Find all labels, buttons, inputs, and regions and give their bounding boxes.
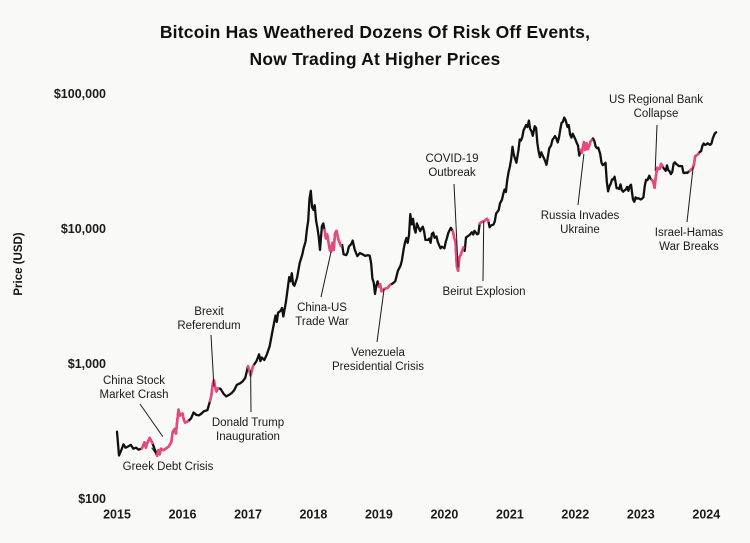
- event-highlight: [451, 230, 465, 273]
- event-label: Beirut Explosion: [442, 286, 525, 298]
- event-label: COVID-19 Outbreak: [425, 153, 478, 179]
- event-label: China Stock Market Crash: [99, 375, 168, 401]
- event-highlight: [579, 138, 593, 154]
- event-leader-line: [139, 403, 164, 437]
- x-tick-label: 2016: [169, 508, 197, 522]
- event-leader-line: [376, 288, 385, 343]
- x-tick-label: 2021: [496, 508, 524, 522]
- event-leader-line: [577, 153, 585, 206]
- event-leader-line: [654, 124, 658, 171]
- event-leader-line: [686, 166, 694, 223]
- x-tick-label: 2019: [365, 508, 393, 522]
- event-label: Donald Trump Inauguration: [212, 417, 284, 443]
- x-tick-label: 2022: [561, 508, 589, 522]
- y-tick-label: $1,000: [68, 357, 106, 371]
- event-highlight: [323, 228, 343, 253]
- event-highlight: [377, 282, 392, 293]
- event-highlight: [140, 436, 154, 450]
- event-label: Israel-Hamas War Breaks: [655, 227, 724, 253]
- event-highlight: [650, 162, 664, 190]
- x-tick-label: 2023: [627, 508, 655, 522]
- event-label: Venezuela Presidential Crisis: [332, 347, 424, 373]
- x-tick-label: 2024: [692, 508, 720, 522]
- chart-title: Bitcoin Has Weathered Dozens Of Risk Off…: [0, 19, 750, 73]
- event-label: US Regional Bank Collapse: [609, 94, 703, 120]
- price-line: [115, 116, 718, 457]
- chart-title-line1: Bitcoin Has Weathered Dozens Of Risk Off…: [159, 22, 591, 42]
- x-tick-label: 2017: [234, 508, 262, 522]
- event-leader-line: [320, 251, 332, 298]
- event-label: Greek Debt Crisis: [123, 461, 214, 473]
- x-tick-label: 2020: [430, 508, 458, 522]
- event-highlight: [688, 152, 700, 173]
- event-leader-line: [482, 221, 485, 282]
- x-tick-label: 2018: [299, 508, 327, 522]
- event-highlight: [155, 408, 189, 457]
- event-label: Brexit Referendum: [177, 306, 240, 332]
- event-leader-line: [453, 183, 459, 268]
- chart-title-line2: Now Trading At Higher Prices: [249, 49, 501, 69]
- y-tick-label: $100,000: [54, 87, 106, 101]
- x-tick-label: 2015: [103, 508, 131, 522]
- y-tick-label: $10,000: [61, 222, 106, 236]
- event-label: China-US Trade War: [295, 302, 349, 328]
- event-label: Russia Invades Ukraine: [541, 210, 620, 236]
- event-leader-line: [210, 334, 215, 387]
- y-tick-label: $100: [78, 492, 106, 506]
